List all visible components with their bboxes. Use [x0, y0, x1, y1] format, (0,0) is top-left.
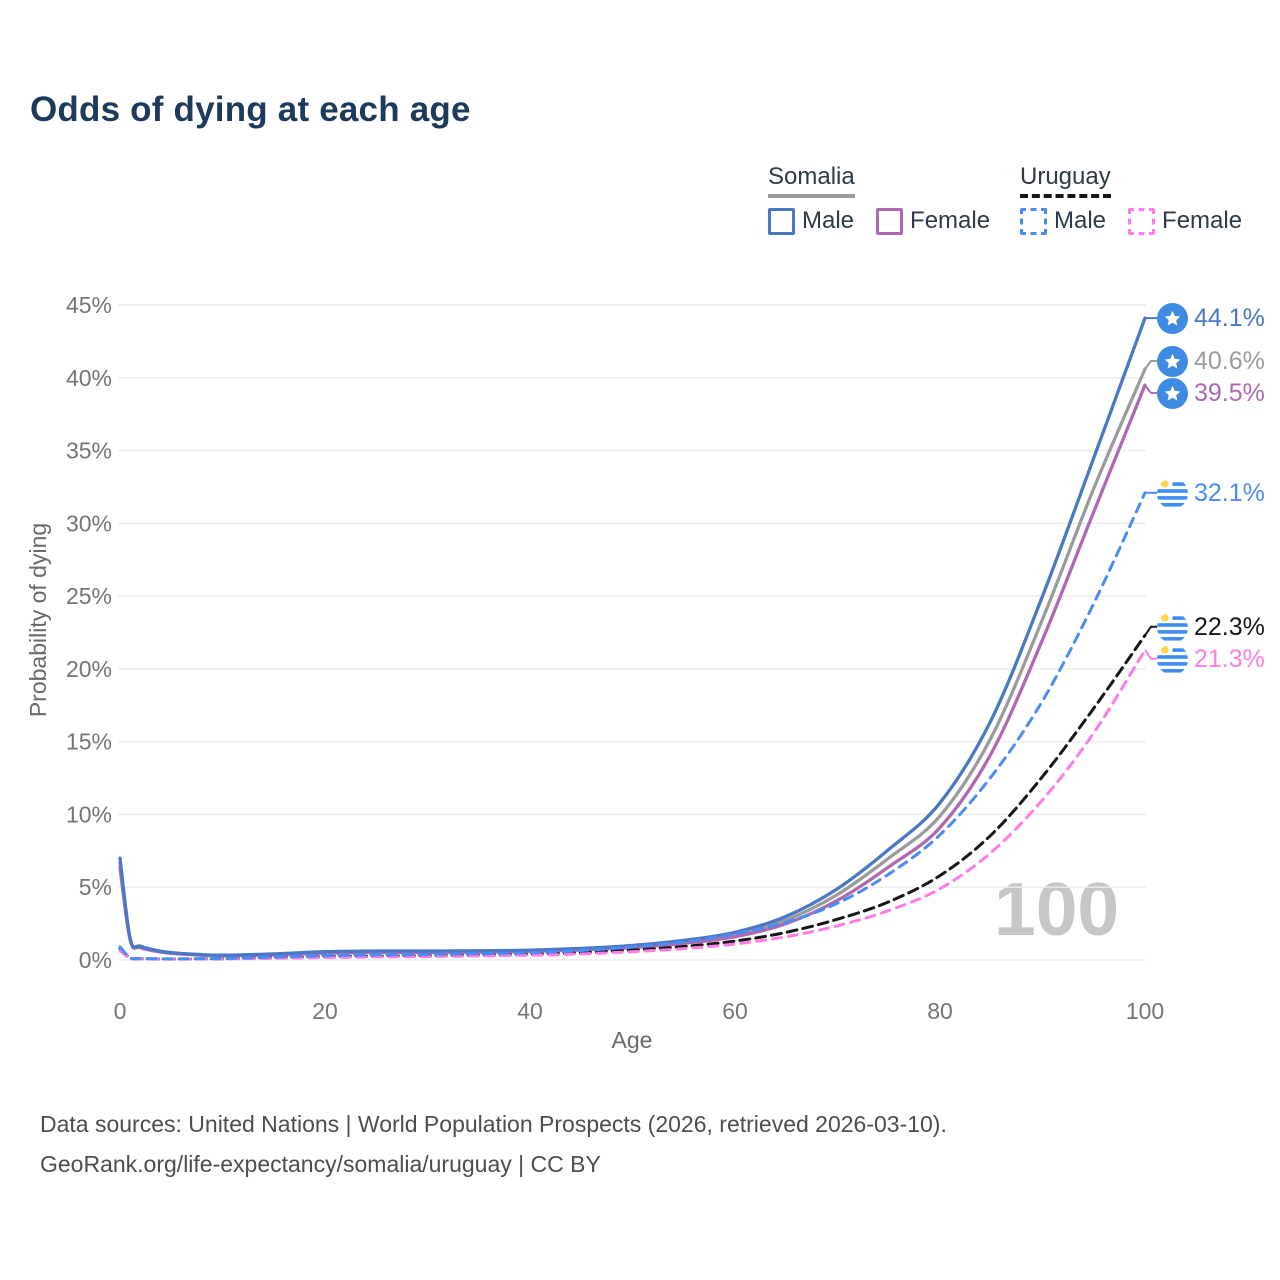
x-tick-label: 0 [114, 998, 127, 1024]
y-tick-label: 30% [66, 510, 112, 536]
end-label-uruguay-both: 22.3% [1157, 611, 1265, 643]
connector-somalia-both [1144, 360, 1157, 370]
y-tick-label: 10% [66, 801, 112, 827]
legend-item-label: Female [910, 207, 991, 234]
series-line-uruguay-both [118, 633, 1147, 961]
connector-somalia-female [1144, 384, 1157, 394]
y-tick-label: 5% [79, 874, 112, 900]
x-tick-label: 20 [312, 998, 338, 1024]
end-label-value: 21.3% [1194, 644, 1265, 673]
y-axis-title: Probability of dying [25, 523, 51, 717]
y-tick-label: 45% [66, 292, 112, 318]
attribution-text: GeoRank.org/life-expectancy/somalia/urug… [40, 1151, 601, 1177]
end-label-uruguay-male: 32.1% [1157, 477, 1265, 509]
series-lines [118, 316, 1147, 961]
legend-item-label: Female [1162, 207, 1243, 234]
legend-item-somalia-female[interactable]: Female [876, 207, 990, 235]
series-line-somalia-male [118, 316, 1147, 957]
x-tick-label: 40 [517, 998, 543, 1024]
x-tick-label: 100 [1126, 998, 1164, 1024]
legend-title-uruguay[interactable]: Uruguay [1020, 163, 1111, 198]
end-label-value: 22.3% [1194, 612, 1265, 641]
series-line-somalia-female [118, 383, 1147, 958]
end-label-uruguay-female: 21.3% [1157, 643, 1265, 675]
end-label-value: 44.1% [1194, 303, 1265, 332]
end-label-somalia-male: 44.1% [1157, 302, 1265, 334]
legend-item-label: Male [802, 207, 855, 234]
uruguay-female-swatch-icon [1128, 207, 1156, 235]
legend-item-uruguay-male[interactable]: Male [1020, 207, 1106, 235]
connector-uruguay-both [1144, 625, 1157, 636]
page-title: Odds of dying at each age [30, 90, 471, 129]
y-tick-label: 25% [66, 583, 112, 609]
y-tick-label: 40% [66, 365, 112, 391]
x-axis-tick-labels: 0 20 40 60 80 100 [114, 998, 1165, 1024]
x-axis-title: Age [612, 1027, 653, 1053]
series-line-somalia-both [118, 367, 1147, 958]
y-tick-label: 35% [66, 438, 112, 464]
uruguay-flag-icon [1157, 477, 1188, 509]
connector-uruguay-female [1144, 649, 1157, 660]
legend-group-uruguay: Uruguay Male Female [1020, 163, 1242, 235]
y-tick-label: 0% [79, 947, 112, 973]
end-label-value: 32.1% [1194, 478, 1265, 507]
legend-group-somalia: Somalia Male Female [768, 163, 990, 235]
end-label-value: 40.6% [1194, 346, 1265, 375]
gridlines [118, 304, 1146, 961]
uruguay-male-swatch-icon [1020, 207, 1047, 235]
y-axis-tick-labels: 0% 5% 10% 15% 20% 25% 30% 35% 40% 45% [66, 292, 112, 973]
somalia-flag-icon [1157, 377, 1188, 409]
x-tick-label: 60 [722, 998, 748, 1024]
somalia-flag-icon [1157, 302, 1188, 334]
somalia-female-swatch-icon [876, 207, 904, 235]
uruguay-flag-icon [1157, 611, 1188, 643]
series-line-uruguay-male [118, 491, 1147, 961]
legend-item-uruguay-female[interactable]: Female [1128, 207, 1242, 235]
y-tick-label: 20% [66, 656, 112, 682]
end-label-value: 39.5% [1194, 378, 1265, 407]
legend-items-somalia: Male Female [768, 207, 990, 235]
end-label-connectors [1144, 317, 1157, 660]
legend-title-somalia[interactable]: Somalia [768, 163, 855, 198]
legend-item-somalia-male[interactable]: Male [768, 207, 854, 235]
end-label-somalia-female: 39.5% [1157, 377, 1265, 409]
uruguay-flag-icon [1157, 643, 1188, 675]
series-line-uruguay-female [118, 648, 1147, 961]
x-tick-label: 80 [927, 998, 953, 1024]
age-counter-watermark: 100 [994, 867, 1120, 951]
end-label-somalia-both: 40.6% [1157, 345, 1265, 377]
footer: Data sources: United Nations | World Pop… [40, 1104, 947, 1184]
y-tick-label: 15% [66, 729, 112, 755]
somalia-male-swatch-icon [768, 207, 795, 235]
data-sources-text: Data sources: United Nations | World Pop… [40, 1111, 947, 1137]
legend-items-uruguay: Male Female [1020, 207, 1242, 235]
somalia-flag-icon [1157, 345, 1188, 377]
legend-item-label: Male [1054, 207, 1107, 234]
